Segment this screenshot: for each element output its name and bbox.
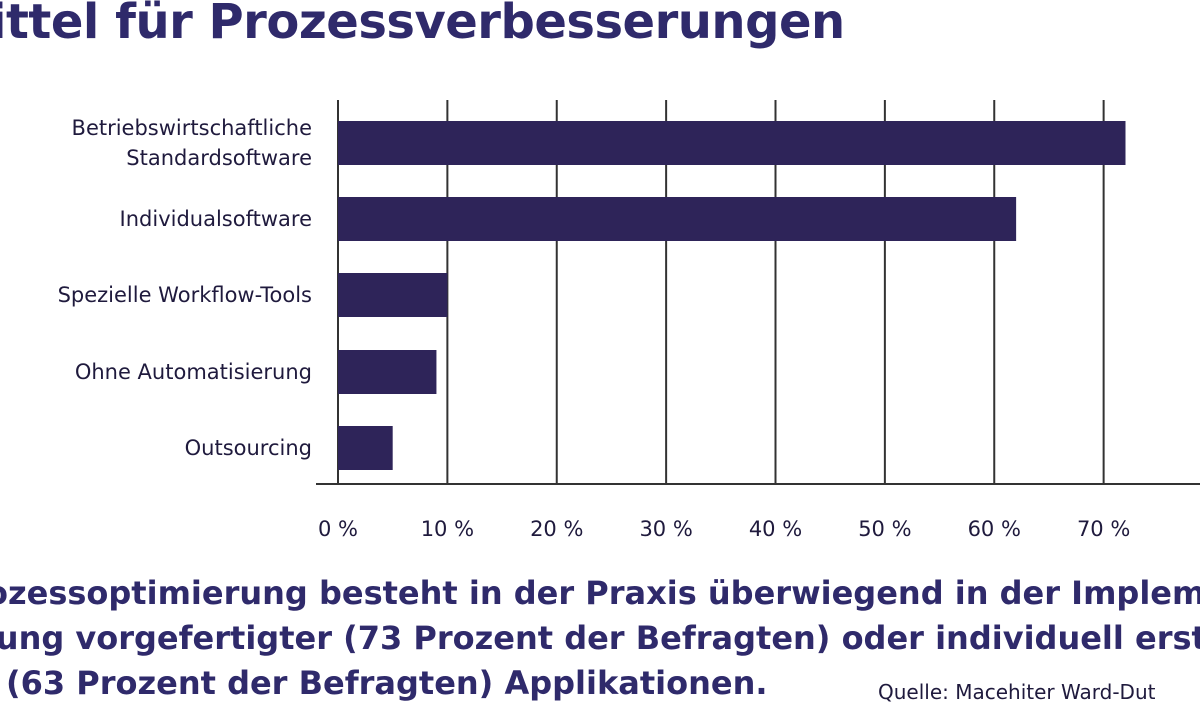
category-label: Standardsoftware	[126, 146, 312, 170]
category-label: Betriebswirtschaftliche	[72, 116, 312, 140]
bar	[338, 350, 437, 394]
category-label: Ohne Automatisierung	[75, 360, 312, 384]
caption-line: (63 Prozent der Befragten) Applikationen…	[6, 664, 768, 702]
x-tick-label: 70 %	[1077, 517, 1130, 541]
bar-chart: 0 %10 %20 %30 %40 %50 %60 %70 %80Betrieb…	[58, 100, 1200, 541]
x-tick-label: 10 %	[421, 517, 474, 541]
category-label: Individualsoftware	[120, 207, 312, 231]
category-label: Outsourcing	[185, 436, 312, 460]
caption-line: ozessoptimierung besteht in der Praxis ü…	[0, 574, 1200, 612]
bar	[338, 121, 1126, 165]
category-label: Spezielle Workflow-Tools	[58, 283, 312, 307]
source-note: Quelle: Macehiter Ward-Dut	[878, 680, 1156, 704]
bar	[338, 426, 393, 470]
chart-title: ittel für Prozessverbesserungen	[0, 0, 845, 50]
x-tick-label: 20 %	[530, 517, 583, 541]
x-tick-label: 50 %	[858, 517, 911, 541]
chart-caption: ozessoptimierung besteht in der Praxis ü…	[0, 571, 1200, 706]
x-tick-label: 40 %	[749, 517, 802, 541]
bar	[338, 273, 448, 317]
caption-line: rung vorgefertigter (73 Prozent der Befr…	[0, 619, 1200, 657]
x-tick-label: 30 %	[639, 517, 692, 541]
x-tick-label: 60 %	[968, 517, 1021, 541]
bar	[338, 197, 1017, 241]
x-tick-label: 0 %	[318, 517, 358, 541]
